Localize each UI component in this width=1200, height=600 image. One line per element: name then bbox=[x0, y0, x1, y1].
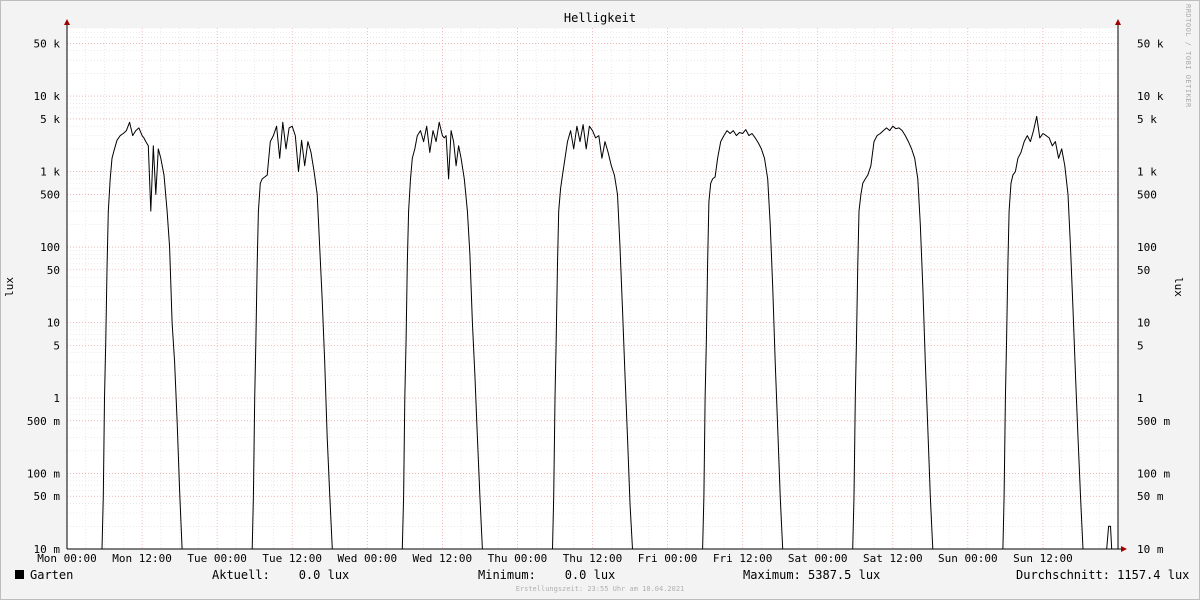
x-tick-label: Wed 00:00 bbox=[337, 552, 397, 565]
y-tick-label-left: 10 bbox=[47, 317, 60, 330]
y-tick-label-right: 500 bbox=[1137, 188, 1157, 201]
data-line-day bbox=[251, 121, 344, 550]
x-tick-label: Wed 12:00 bbox=[413, 552, 473, 565]
x-tick-label: Thu 00:00 bbox=[488, 552, 548, 565]
y-tick-label-right: 10 k bbox=[1137, 90, 1164, 103]
data-line-day bbox=[552, 124, 643, 550]
x-tick-label: Thu 12:00 bbox=[563, 552, 623, 565]
legend-minimum: Minimum: 0.0 lux bbox=[478, 568, 616, 582]
x-tick-label: Tue 00:00 bbox=[187, 552, 247, 565]
y-tick-label-left: 5 bbox=[53, 339, 60, 352]
y-tick-label-left: 50 k bbox=[34, 37, 61, 50]
y-tick-label-right: 50 k bbox=[1137, 37, 1164, 50]
x-tick-label: Mon 00:00 bbox=[37, 552, 97, 565]
x-tick-label: Sat 12:00 bbox=[863, 552, 923, 565]
x-tick-label: Sat 00:00 bbox=[788, 552, 848, 565]
y-tick-label-left: 100 m bbox=[27, 468, 60, 481]
x-tick-label: Fri 12:00 bbox=[713, 552, 773, 565]
data-line-day bbox=[1002, 115, 1093, 550]
data-line-day bbox=[401, 121, 493, 550]
y-tick-label-left: 10 k bbox=[34, 90, 61, 103]
legend-series-name: Garten bbox=[30, 568, 74, 582]
y-tick-label-left: 500 bbox=[40, 188, 60, 201]
y-tick-label-right: 1 bbox=[1137, 392, 1144, 405]
legend-average: Durchschnitt: 1157.4 lux bbox=[1016, 568, 1190, 582]
y-tick-label-right: 500 m bbox=[1137, 415, 1170, 428]
y-tick-label-left: 500 m bbox=[27, 415, 60, 428]
legend: Garten Aktuell: 0.0 lux Minimum: 0.0 lux… bbox=[0, 568, 1200, 584]
data-line-day bbox=[702, 129, 793, 550]
y-tick-label-left: 100 bbox=[40, 241, 60, 254]
legend-current: Aktuell: 0.0 lux bbox=[212, 568, 350, 582]
y-tick-label-left: 50 bbox=[47, 264, 60, 277]
y-axis-label-left: lux bbox=[3, 277, 16, 297]
legend-maximum: Maximum: 5387.5 lux bbox=[743, 568, 881, 582]
x-tick-label: Sun 00:00 bbox=[938, 552, 998, 565]
legend-swatch bbox=[15, 570, 24, 579]
data-line-day bbox=[852, 125, 943, 550]
y-tick-label-right: 5 k bbox=[1137, 113, 1157, 126]
y-tick-label-right: 10 m bbox=[1137, 543, 1164, 556]
y-tick-label-left: 10 m bbox=[34, 543, 61, 556]
y-tick-label-right: 50 bbox=[1137, 264, 1150, 277]
x-tick-label: Sun 12:00 bbox=[1013, 552, 1073, 565]
footer-created: Erstellungszeit: 23:55 Uhr am 18.04.2021 bbox=[515, 585, 685, 593]
y-tick-label-right: 10 bbox=[1137, 317, 1150, 330]
x-tick-label: Mon 12:00 bbox=[112, 552, 172, 565]
x-axis-arrow bbox=[1121, 546, 1127, 552]
y-tick-label-left: 1 bbox=[53, 392, 60, 405]
y-tick-label-right: 100 bbox=[1137, 241, 1157, 254]
x-tick-label: Tue 12:00 bbox=[262, 552, 322, 565]
y-tick-label-left: 1 k bbox=[40, 166, 60, 179]
y-axis-label-right: lux bbox=[1172, 277, 1185, 297]
y-tick-label-right: 1 k bbox=[1137, 166, 1157, 179]
y-tick-label-left: 5 k bbox=[40, 113, 60, 126]
y-axis-arrow-right bbox=[1115, 19, 1121, 25]
y-tick-label-right: 50 m bbox=[1137, 490, 1164, 503]
y-tick-label-right: 5 bbox=[1137, 339, 1144, 352]
chart-title: Helligkeit bbox=[563, 11, 637, 25]
plot-area bbox=[67, 28, 1118, 549]
y-tick-label-left: 50 m bbox=[34, 490, 61, 503]
y-axis-arrow-left bbox=[64, 19, 70, 25]
rrdtool-credit: RRDTOOL / TOBI OETIKER bbox=[1184, 4, 1192, 108]
x-tick-label: Fri 00:00 bbox=[638, 552, 698, 565]
y-tick-label-right: 100 m bbox=[1137, 468, 1170, 481]
